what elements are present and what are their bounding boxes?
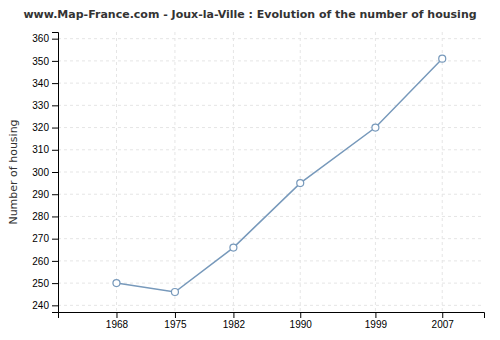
grid-line: [58, 216, 484, 217]
plot: 1968197519821990199920072402502602702802…: [32, 32, 484, 330]
y-tick-label: 310: [32, 144, 49, 155]
y-tick-label: 360: [32, 33, 49, 44]
y-tick-label: 280: [32, 211, 49, 222]
y-tick-label: 240: [32, 300, 49, 311]
chart: 1968197519821990199920072402502602702802…: [0, 0, 500, 340]
y-tick-mark: [52, 239, 58, 240]
y-tick: 320: [32, 122, 58, 133]
y-tick-mark: [52, 194, 58, 195]
marks: [113, 55, 446, 295]
grid-line: [116, 32, 117, 312]
grid-line: [174, 32, 175, 312]
y-tick-mark: [52, 105, 58, 106]
y-tick: 280: [32, 211, 58, 222]
x-tick-label: 1968: [106, 319, 129, 330]
title: www.Map-France.com - Joux-la-Ville : Evo…: [23, 8, 476, 21]
x-tick-mark: [233, 312, 234, 318]
y-tick: 310: [32, 144, 58, 155]
grid-line: [58, 260, 484, 261]
grid-line: [58, 127, 484, 128]
grid-line: [233, 32, 234, 312]
y-tick-label: 250: [32, 278, 49, 289]
point: [230, 244, 237, 251]
x-tick-label: 1990: [290, 319, 313, 330]
x-tick: 1990: [290, 312, 313, 330]
y-tick: 270: [32, 233, 58, 244]
y-tick-mark: [52, 83, 58, 84]
grid-line: [375, 32, 376, 312]
line: [116, 59, 442, 292]
y-tick-mark: [52, 283, 58, 284]
x-tick-label: 1982: [223, 319, 246, 330]
x-tick-mark: [116, 312, 117, 318]
grid-line: [58, 149, 484, 150]
y-tick: 290: [32, 189, 58, 200]
point: [372, 124, 379, 131]
y-tick: 360: [32, 33, 58, 44]
x-axis-line: [59, 313, 485, 319]
y-tick-mark: [52, 150, 58, 151]
y-tick: 330: [32, 100, 58, 111]
grid-line: [300, 32, 301, 312]
grid-line: [58, 305, 484, 306]
y-tick-mark: [52, 261, 58, 262]
y-tick: 250: [32, 278, 58, 289]
grid-line: [58, 60, 484, 61]
y-tick: 300: [32, 167, 58, 178]
grid-line: [58, 38, 484, 39]
y-tick-label: 260: [32, 256, 49, 267]
grid-line: [58, 105, 484, 106]
grid: [58, 32, 484, 312]
y-tick-mark: [52, 172, 58, 173]
y-tick-label: 340: [32, 78, 49, 89]
y-tick-label: 350: [32, 56, 49, 67]
x-tick: 1982: [223, 312, 246, 330]
y-tick: 350: [32, 56, 58, 67]
y-tick: 340: [32, 78, 58, 89]
y-tick-label: 290: [32, 189, 49, 200]
point: [113, 280, 120, 287]
x-tick: 1999: [365, 312, 388, 330]
grid-line: [442, 32, 443, 312]
y-axis-title: Number of housing: [7, 119, 20, 224]
x-tick-mark: [442, 312, 443, 318]
point: [439, 55, 446, 62]
x-tick-label: 2007: [432, 319, 455, 330]
y-tick: 240: [32, 300, 58, 311]
x-axis: 1968 1975 1982 1990 1999 2007: [59, 312, 485, 330]
y-tick-label: 320: [32, 122, 49, 133]
y-tick-mark: [52, 39, 58, 40]
x-tick: 1968: [106, 312, 129, 330]
x-tick-mark: [175, 312, 176, 318]
x-tick: 2007: [432, 312, 455, 330]
y-tick-mark: [52, 216, 58, 217]
y-tick-label: 300: [32, 167, 49, 178]
y-tick-mark: [52, 128, 58, 129]
grid-line: [58, 194, 484, 195]
y-tick-label: 270: [32, 233, 49, 244]
y-tick-mark: [52, 305, 58, 306]
x-tick-mark: [300, 312, 301, 318]
x-tick: 1975: [164, 312, 187, 330]
y-tick: 260: [32, 256, 58, 267]
point: [171, 289, 178, 296]
point: [297, 180, 304, 187]
x-tick-label: 1975: [164, 319, 187, 330]
x-tick-mark: [375, 312, 376, 318]
x-tick-label: 1999: [365, 319, 388, 330]
grid-line: [58, 238, 484, 239]
y-tick-label: 330: [32, 100, 49, 111]
grid-line: [58, 172, 484, 173]
y-tick-mark: [52, 61, 58, 62]
y-axis: 240 250 260 270 280 290 300 310 320 330 340 350 360: [32, 33, 58, 313]
grid-line: [58, 83, 484, 84]
y-axis-line: [52, 33, 59, 313]
